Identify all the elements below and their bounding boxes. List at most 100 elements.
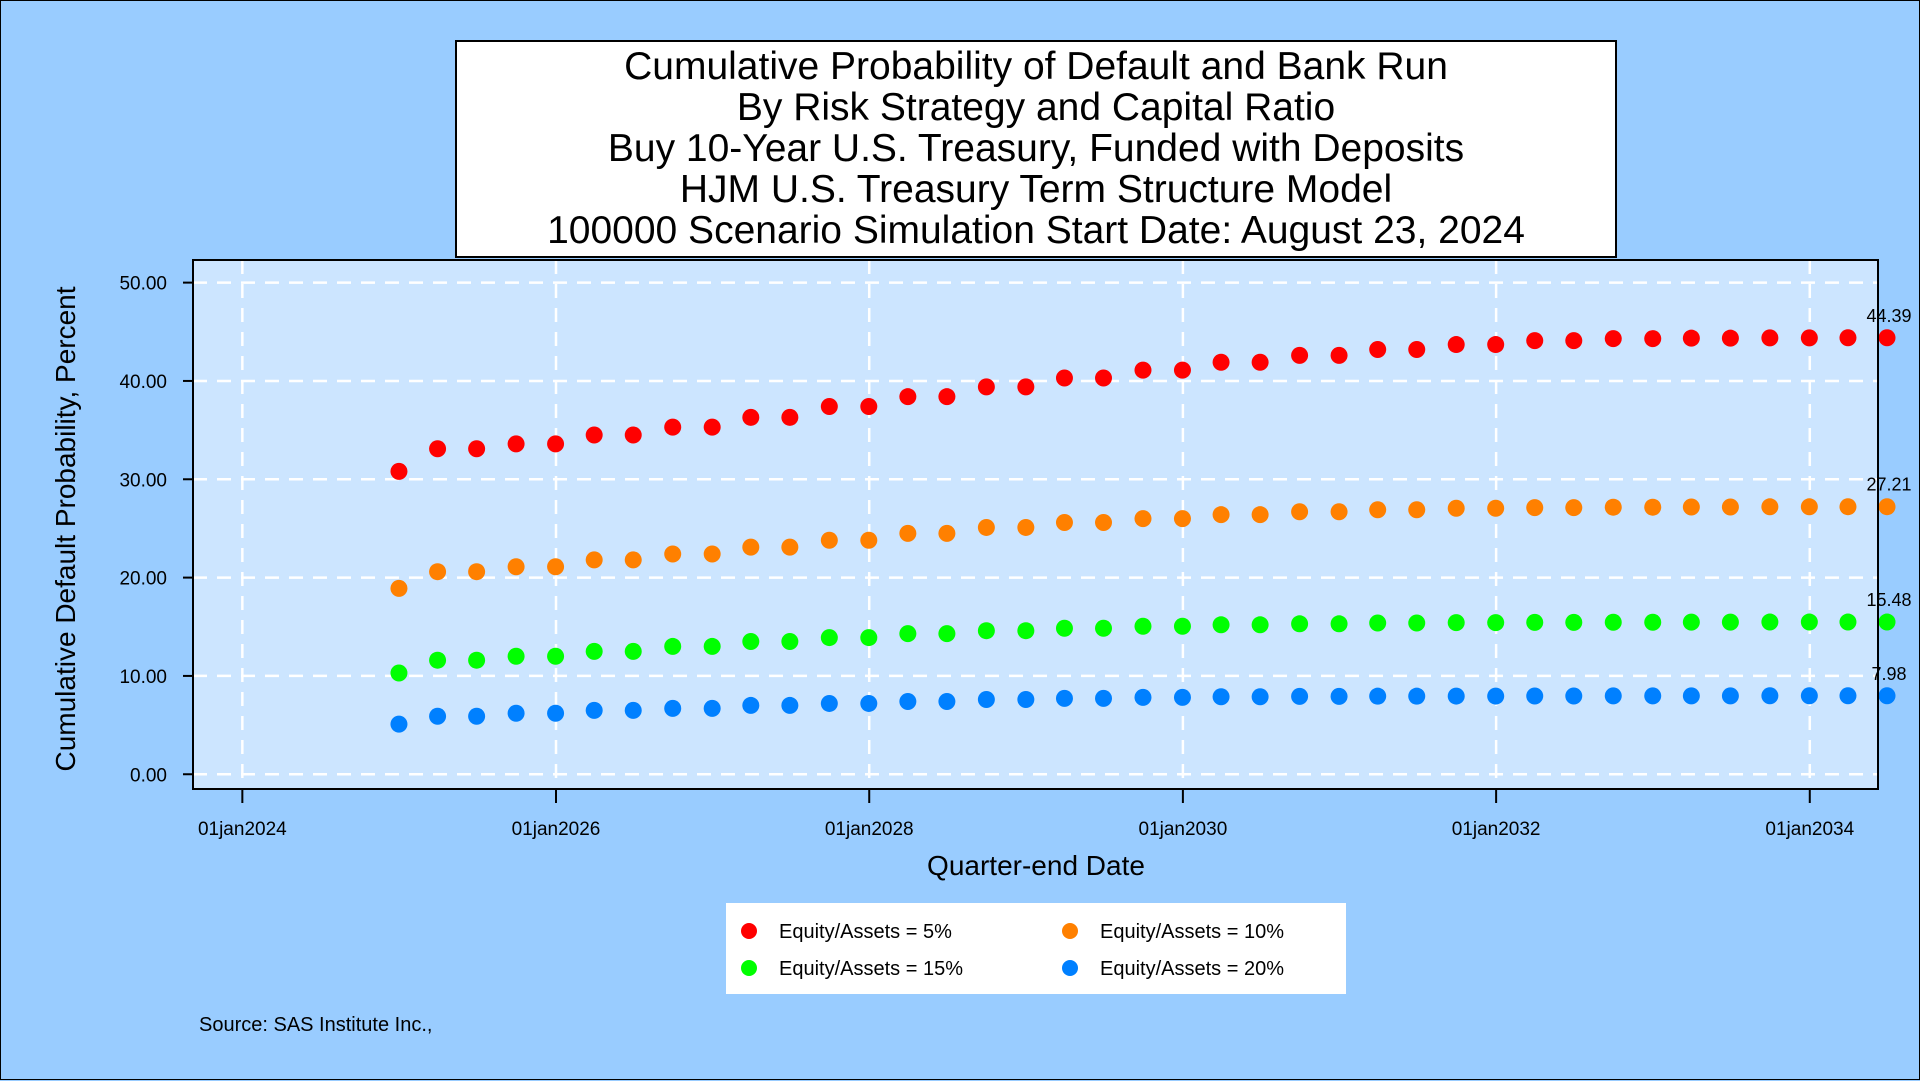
- data-point: [547, 435, 565, 453]
- data-point: [977, 622, 995, 640]
- data-point: [1839, 687, 1857, 705]
- legend-label-equity-10: Equity/Assets = 10%: [1100, 921, 1284, 943]
- data-point: [1408, 614, 1426, 632]
- data-point: [1134, 617, 1152, 635]
- data-point: [1604, 687, 1622, 705]
- data-point: [938, 524, 956, 542]
- data-point: [1134, 688, 1152, 706]
- x-tick-label: 01jan2028: [825, 819, 914, 840]
- data-point: [507, 435, 525, 453]
- data-point: [899, 625, 917, 643]
- y-tick-label: 0.00: [130, 765, 167, 786]
- data-point: [1251, 616, 1269, 634]
- data-point: [664, 545, 682, 563]
- data-point: [860, 398, 878, 416]
- y-tick-label: 20.00: [119, 569, 167, 590]
- data-point: [1017, 691, 1035, 709]
- data-point: [468, 707, 486, 725]
- data-point: [1251, 688, 1269, 706]
- data-point: [1526, 332, 1544, 350]
- data-point: [1447, 336, 1465, 354]
- legend-label-equity-5: Equity/Assets = 5%: [779, 921, 952, 943]
- data-point: [1291, 503, 1309, 521]
- data-point: [1369, 340, 1387, 358]
- y-tick-label: 10.00: [119, 667, 167, 688]
- data-point: [977, 691, 995, 709]
- data-point: [1487, 687, 1505, 705]
- end-value-label: 15.48: [1866, 590, 1911, 610]
- data-point: [1565, 499, 1583, 517]
- data-point: [624, 426, 642, 444]
- data-point: [860, 531, 878, 549]
- data-point: [1644, 687, 1662, 705]
- data-point: [781, 633, 799, 651]
- data-point: [507, 704, 525, 722]
- data-point: [1721, 687, 1739, 705]
- title-box: Cumulative Probability of Default and Ba…: [455, 40, 1617, 258]
- data-point: [1212, 506, 1230, 524]
- y-axis-ticks: 0.00 10.00 20.00 30.00 40.00 50.00: [119, 274, 193, 786]
- title-line-2: By Risk Strategy and Capital Ratio: [737, 86, 1335, 129]
- data-point: [1682, 687, 1700, 705]
- data-point: [1604, 613, 1622, 631]
- data-point: [1565, 332, 1583, 350]
- legend: Equity/Assets = 5% Equity/Assets = 10% E…: [726, 903, 1346, 994]
- data-point: [585, 426, 603, 444]
- data-point: [1173, 510, 1191, 528]
- data-point: [624, 551, 642, 569]
- data-point: [703, 418, 721, 436]
- data-point: [1721, 613, 1739, 631]
- title-line-5: 100000 Scenario Simulation Start Date: A…: [547, 209, 1525, 252]
- data-point: [1447, 499, 1465, 517]
- data-point: [585, 642, 603, 660]
- data-point: [1173, 361, 1191, 379]
- data-point: [1095, 514, 1113, 532]
- data-point: [624, 701, 642, 719]
- data-point: [742, 696, 760, 714]
- data-point: [703, 699, 721, 717]
- data-point: [1604, 330, 1622, 348]
- data-point: [1212, 688, 1230, 706]
- data-point: [1251, 506, 1269, 524]
- data-point: [1212, 353, 1230, 371]
- data-point: [1408, 501, 1426, 519]
- data-point: [1017, 378, 1035, 396]
- data-point: [1487, 336, 1505, 354]
- y-axis-label: Cumulative Default Probability, Percent: [50, 286, 81, 771]
- data-point: [547, 704, 565, 722]
- data-point: [1878, 687, 1896, 705]
- data-point: [429, 651, 447, 669]
- data-point: [390, 664, 408, 682]
- data-point: [1017, 518, 1035, 536]
- data-point: [1017, 622, 1035, 640]
- data-point: [1644, 613, 1662, 631]
- data-point: [468, 651, 486, 669]
- title-line-4: HJM U.S. Treasury Term Structure Model: [680, 168, 1392, 211]
- data-point: [390, 579, 408, 597]
- data-point: [977, 378, 995, 396]
- data-point: [1800, 687, 1818, 705]
- legend-swatch-equity-20: [1062, 960, 1078, 976]
- x-tick-label: 01jan2032: [1452, 819, 1541, 840]
- data-point: [1800, 329, 1818, 347]
- y-tick-label: 30.00: [119, 470, 167, 491]
- data-point: [1291, 687, 1309, 705]
- data-point: [1330, 687, 1348, 705]
- data-point: [1682, 329, 1700, 347]
- data-point: [938, 388, 956, 406]
- data-point: [1565, 687, 1583, 705]
- data-point: [1682, 613, 1700, 631]
- data-point: [429, 707, 447, 725]
- data-point: [820, 531, 838, 549]
- data-point: [1800, 613, 1818, 631]
- data-markers: [390, 329, 1896, 733]
- data-point: [1212, 616, 1230, 634]
- data-point: [1134, 510, 1152, 528]
- data-point: [1173, 617, 1191, 635]
- data-point: [1839, 498, 1857, 516]
- data-point: [899, 524, 917, 542]
- x-tick-label: 01jan2024: [198, 819, 287, 840]
- data-point: [820, 629, 838, 647]
